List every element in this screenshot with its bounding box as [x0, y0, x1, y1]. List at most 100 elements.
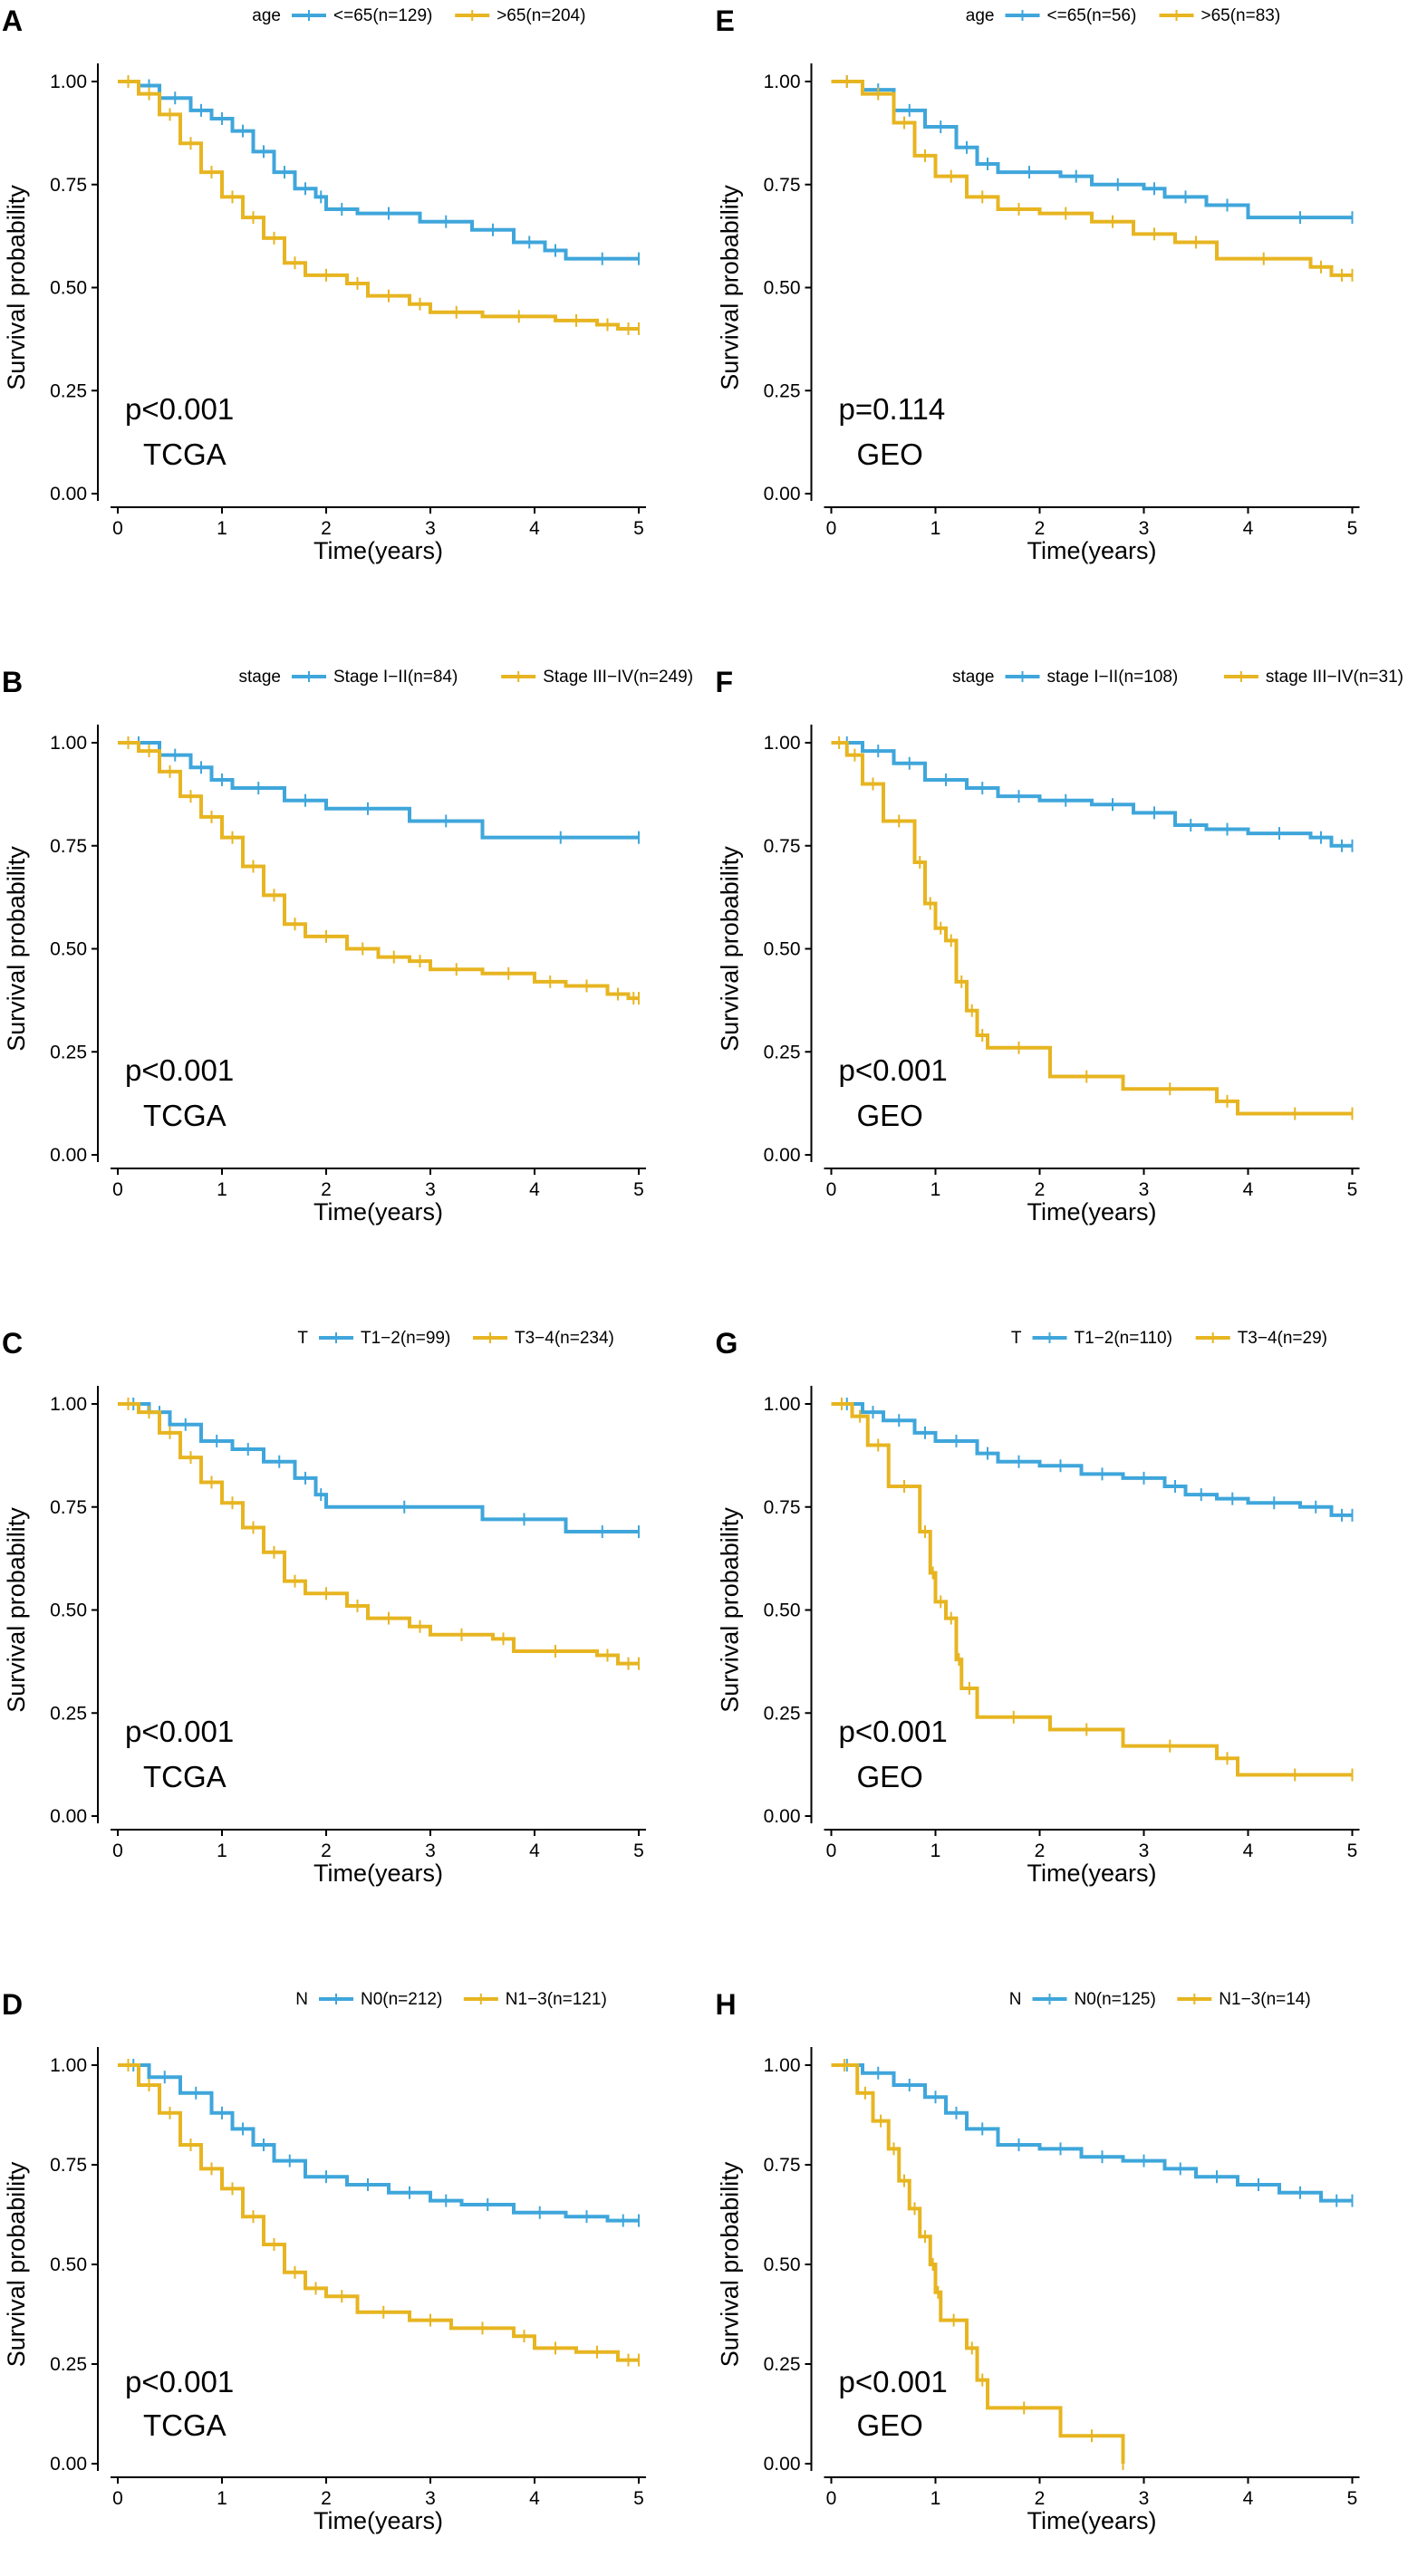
x-tick-label: 4	[529, 1179, 540, 1200]
legend: N N0(n=212) N1−3(n=121)	[295, 1990, 607, 2009]
x-tick-label: 1	[217, 518, 227, 539]
x-tick-label: 2	[321, 1179, 332, 1200]
x-tick-label: 3	[1139, 2488, 1150, 2509]
x-tick-label: 3	[1139, 518, 1150, 539]
panel-letter: F	[716, 666, 734, 698]
y-tick-label: 0.50	[50, 2254, 87, 2275]
x-tick-label: 5	[633, 1841, 644, 1861]
x-tick-label: 3	[425, 1841, 436, 1861]
y-tick-label: 0.25	[764, 380, 801, 401]
legend-label: N1−3(n=121)	[506, 1990, 607, 2009]
p-value-annotation: p<0.001	[125, 392, 234, 426]
y-axis-title: Survival probability	[717, 2161, 744, 2367]
y-tick-label: 0.50	[764, 278, 801, 299]
y-axis-title: Survival probability	[717, 1507, 744, 1713]
y-tick-label: 0.50	[764, 1600, 801, 1621]
cohort-annotation: GEO	[857, 2408, 923, 2442]
panel-letter: B	[2, 666, 23, 698]
x-tick-label: 1	[930, 1179, 941, 1200]
legend-label: Stage III−IV(n=249)	[543, 668, 693, 687]
p-value-annotation: p<0.001	[839, 2365, 948, 2398]
y-tick-label: 1.00	[50, 733, 87, 754]
x-axis-title: Time(years)	[1027, 1860, 1156, 1887]
x-tick-label: 3	[1139, 1841, 1150, 1861]
y-tick-label: 1.00	[764, 2055, 801, 2076]
y-axis-title: Survival probability	[3, 185, 30, 390]
y-tick-label: 0.75	[764, 175, 801, 196]
x-tick-label: 5	[1347, 1841, 1358, 1861]
p-value-annotation: p<0.001	[125, 1053, 234, 1087]
cohort-annotation: TCGA	[143, 2408, 227, 2442]
x-tick-label: 3	[425, 2488, 436, 2509]
km-curve-group2	[831, 2063, 1125, 2464]
legend-label: T3−4(n=234)	[515, 1329, 614, 1348]
km-curve-group1	[118, 741, 639, 840]
cohort-annotation: TCGA	[143, 437, 227, 471]
x-tick-label: 2	[321, 2488, 332, 2509]
legend: age <=65(n=129) >65(n=204)	[252, 6, 585, 25]
cohort-annotation: GEO	[857, 437, 923, 471]
legend-label: N0(n=125)	[1075, 1990, 1156, 2009]
x-axis-title: Time(years)	[313, 1860, 443, 1887]
y-axis-title: Survival probability	[3, 2161, 30, 2367]
x-tick-label: 2	[1035, 1841, 1046, 1861]
legend-label: >65(n=83)	[1201, 6, 1281, 25]
x-tick-label: 4	[529, 1841, 540, 1861]
y-tick-label: 0.25	[50, 1703, 87, 1724]
y-tick-label: 0.75	[50, 175, 87, 196]
panel-g: G T T1−2(n=110) T3−4(n=29) 0.00 0.25 0.50 0.75 1…	[716, 1327, 1360, 1887]
x-tick-label: 0	[826, 518, 837, 539]
cohort-annotation: GEO	[857, 1099, 923, 1132]
cohort-annotation: TCGA	[143, 1760, 227, 1793]
panel-letter: D	[2, 1988, 23, 2021]
x-tick-label: 3	[425, 518, 436, 539]
y-axis-title: Survival probability	[3, 846, 30, 1052]
km-curve-group2	[118, 1402, 639, 1666]
p-value-annotation: p=0.114	[839, 392, 946, 426]
y-tick-label: 0.00	[50, 1145, 87, 1166]
y-tick-label: 0.25	[764, 1042, 801, 1062]
y-tick-label: 0.00	[764, 484, 801, 505]
x-tick-label: 0	[112, 2488, 123, 2509]
x-tick-label: 3	[425, 1179, 436, 1200]
y-tick-label: 0.75	[50, 2155, 87, 2176]
y-axis-title: Survival probability	[717, 846, 744, 1052]
y-tick-label: 0.25	[764, 1703, 801, 1724]
legend: stage stage I−II(n=108) stage III−IV(n=31)	[952, 668, 1403, 687]
p-value-annotation: p<0.001	[839, 1715, 948, 1748]
panel-d: D N N0(n=212) N1−3(n=121) 0.00 0.25 0.50 0.75 1.…	[2, 1988, 646, 2534]
panel-letter: H	[716, 1988, 737, 2021]
y-tick-label: 0.25	[50, 1042, 87, 1062]
panel-h: H N N0(n=125) N1−3(n=14) 0.00 0.25 0.50 0.75 1.0…	[716, 1988, 1360, 2534]
panel-letter: G	[716, 1327, 738, 1360]
legend-title: N	[1009, 1990, 1022, 2009]
legend-title: age	[252, 6, 281, 25]
panel-letter: C	[2, 1327, 23, 1360]
p-value-annotation: p<0.001	[839, 1053, 948, 1087]
x-tick-label: 4	[1243, 518, 1254, 539]
x-tick-label: 2	[321, 1841, 332, 1861]
y-tick-label: 0.50	[764, 2254, 801, 2275]
legend: age <=65(n=56) >65(n=83)	[966, 6, 1280, 25]
km-curve-group1	[118, 1402, 639, 1534]
x-tick-label: 2	[1035, 2488, 1046, 2509]
x-tick-label: 5	[1347, 2488, 1358, 2509]
x-tick-label: 3	[1139, 1179, 1150, 1200]
y-tick-label: 0.00	[50, 1806, 87, 1827]
km-curve-group2	[831, 741, 1353, 1116]
y-tick-label: 0.50	[50, 278, 87, 299]
x-tick-label: 1	[217, 1179, 227, 1200]
y-tick-label: 1.00	[764, 1394, 801, 1415]
x-tick-label: 5	[1347, 1179, 1358, 1200]
legend-label: >65(n=204)	[497, 6, 585, 25]
legend-title: N	[295, 1990, 308, 2009]
y-tick-label: 0.25	[50, 2354, 87, 2375]
x-tick-label: 2	[321, 518, 332, 539]
km-curve-group1	[831, 80, 1353, 220]
y-tick-label: 0.75	[50, 836, 87, 857]
